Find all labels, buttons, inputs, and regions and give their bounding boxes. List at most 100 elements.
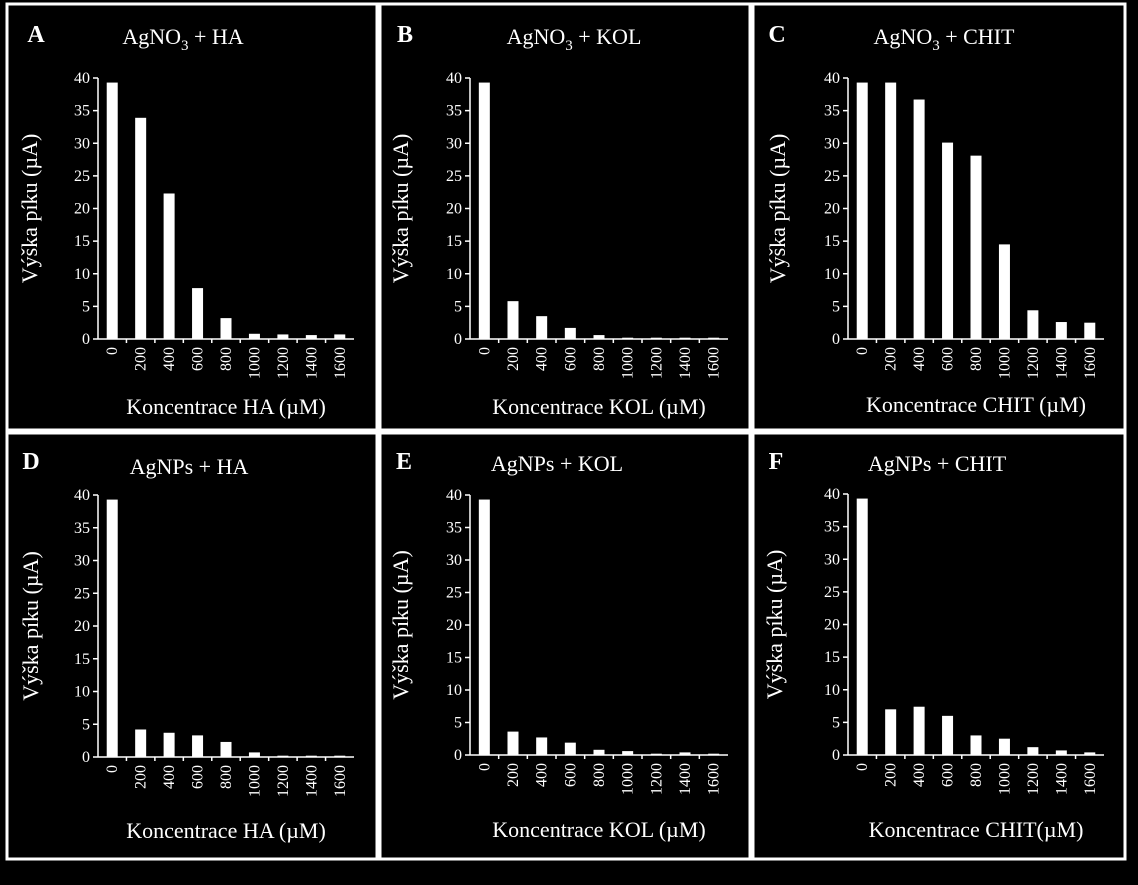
bar [507,731,519,755]
panel-label: F [769,449,784,475]
y-tick-label: 10 [74,684,90,701]
bar [1027,747,1039,755]
bar [192,288,204,339]
chart-title-main: AgNPs + HA [130,454,249,479]
bar [564,327,576,339]
x-tick-label: 1400 [1053,763,1070,795]
panel-frame [378,431,752,861]
x-tick-label: 1200 [648,763,665,795]
y-tick-label: 15 [74,233,90,250]
y-tick-label: 20 [824,617,840,634]
y-tick-label: 20 [446,201,462,218]
y-tick-label: 25 [74,585,90,602]
x-axis-label: Koncentrace CHIT(µM) [869,817,1084,842]
x-tick-label: 200 [505,347,522,371]
y-tick-label: 35 [446,520,462,537]
y-tick-label: 40 [74,70,90,87]
bar [135,729,147,757]
bar [708,753,720,755]
panel-frame [751,431,1127,861]
x-tick-label: 0 [104,765,121,773]
bar [885,709,897,755]
bar [536,316,548,339]
bar [650,337,662,339]
x-tick-label: 1600 [332,765,349,797]
panel-frame [5,431,379,861]
chart-title: AgNPs + HA [130,454,249,479]
y-tick-label: 15 [824,649,840,666]
panel-label: D [22,449,39,475]
y-tick-label: 5 [454,715,462,732]
y-tick-label: 5 [82,298,90,315]
y-tick-label: 40 [446,70,462,87]
bar [885,82,897,339]
chart-title-subscript: 3 [565,38,573,54]
y-tick-label: 40 [74,487,90,504]
y-tick-label: 30 [446,552,462,569]
x-tick-label: 600 [562,763,579,787]
bar [163,732,175,757]
chart-title-main: AgNO [507,24,566,49]
y-tick-label: 30 [74,135,90,152]
y-tick-label: 25 [824,584,840,601]
x-tick-label: 1400 [303,347,320,379]
y-tick-label: 0 [832,331,840,348]
y-tick-label: 40 [824,486,840,503]
x-tick-label: 0 [104,347,121,355]
bar [856,82,868,339]
x-tick-label: 1200 [1025,347,1042,379]
bar [192,735,204,757]
x-tick-label: 800 [218,347,235,371]
y-tick-label: 25 [824,168,840,185]
bar [1055,322,1067,339]
bar [998,738,1010,755]
y-tick-label: 15 [446,233,462,250]
y-axis-label: Výška píku (µA) [762,550,787,700]
chart-title-rest: + CHIT [940,24,1015,49]
x-axis-label: Koncentrace CHIT (µM) [866,392,1086,417]
x-tick-label: 1000 [996,347,1013,379]
y-tick-label: 5 [454,298,462,315]
chart-title-subscript: 3 [181,38,189,54]
chart-title-main: AgNO [874,24,933,49]
x-tick-label: 600 [940,347,957,371]
bar [708,337,720,339]
x-tick-label: 600 [190,347,207,371]
bar [564,742,576,755]
y-tick-label: 15 [824,233,840,250]
bar [650,753,662,755]
panel-frame [751,2,1127,432]
x-tick-label: 600 [190,765,207,789]
chart-title-rest: + HA [188,24,243,49]
bar [856,498,868,755]
y-tick-label: 35 [74,103,90,120]
y-tick-label: 35 [74,520,90,537]
y-tick-label: 0 [82,749,90,766]
y-tick-label: 35 [446,103,462,120]
bar [622,751,634,755]
x-tick-label: 800 [968,763,985,787]
x-tick-label: 1400 [677,347,694,379]
y-axis-label: Výška píku (µA) [18,551,43,701]
y-tick-label: 0 [454,331,462,348]
x-tick-label: 1000 [246,765,263,797]
y-tick-label: 10 [74,266,90,283]
bar [334,755,346,757]
chart-title: AgNPs + CHIT [868,451,1007,476]
panel-label: B [397,22,413,48]
x-tick-label: 1200 [275,347,292,379]
x-tick-label: 1200 [275,765,292,797]
x-tick-label: 1600 [706,763,723,795]
bar [913,99,925,339]
x-tick-label: 1400 [303,765,320,797]
x-tick-label: 1600 [1082,763,1099,795]
y-tick-label: 30 [824,551,840,568]
y-tick-label: 20 [824,201,840,218]
bar [970,735,982,755]
